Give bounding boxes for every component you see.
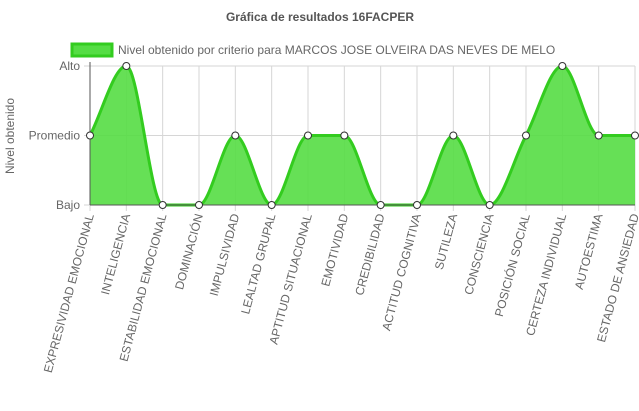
y-tick-labels: Bajo Promedio Alto [29, 59, 81, 212]
data-point[interactable] [413, 201, 421, 209]
x-tick-labels: EXPRESIVIDAD EMOCIONAL INTELIGENCIAESTABI… [41, 212, 639, 375]
x-tick-label: IMPULSIVIDAD [207, 212, 243, 298]
data-point[interactable] [522, 131, 530, 140]
data-point[interactable] [631, 131, 639, 140]
x-tick-label: DOMINACIÓN [171, 212, 206, 291]
data-point[interactable] [594, 131, 603, 140]
x-tick-label: SUTILEZA [432, 212, 460, 271]
x-tick-label: CREDIBILIDAD [352, 212, 387, 297]
data-point[interactable] [304, 131, 312, 140]
legend-label: Nivel obtenido por criterio para MARCOS … [118, 43, 555, 57]
data-point[interactable] [122, 62, 131, 70]
data-points[interactable] [86, 62, 639, 209]
legend[interactable]: Nivel obtenido por criterio para MARCOS … [70, 42, 555, 58]
data-point[interactable] [558, 62, 567, 70]
y-tick-label: Alto [59, 59, 80, 73]
x-tick-label: CONSCIENCIA [461, 212, 496, 296]
x-tick-label: AUTOESTIMA [572, 212, 606, 291]
x-tick-label: EXPRESIVIDAD EMOCIONAL [41, 212, 97, 374]
y-tick-label: Bajo [56, 198, 80, 212]
data-point[interactable] [267, 201, 276, 209]
x-tick-label: POSICIÓN SOCIAL [491, 212, 533, 319]
x-tick-label: CERTEZA INDIVIDUAL [523, 212, 569, 337]
chart-title: Gráfica de resultados 16FACPER [226, 10, 414, 24]
series-area-fill [90, 66, 635, 205]
data-point[interactable] [195, 201, 203, 209]
data-point[interactable] [340, 131, 349, 140]
data-point[interactable] [231, 131, 240, 140]
y-tick-label: Promedio [29, 129, 81, 143]
data-point[interactable] [158, 201, 167, 209]
data-point[interactable] [376, 201, 385, 209]
x-tick-label: INTELIGENCIA [98, 212, 133, 296]
data-point[interactable] [86, 131, 94, 140]
legend-swatch [70, 42, 114, 58]
x-tick-label: ACTITUD COGNITIVA [379, 212, 424, 332]
data-point[interactable] [485, 201, 494, 209]
x-tick-label: LEALTAD GRUPAL [238, 212, 278, 316]
data-point[interactable] [449, 131, 458, 140]
y-axis-title: Nivel obtenido [3, 98, 17, 174]
x-tick-label: EMOTIVIDAD [318, 212, 351, 288]
